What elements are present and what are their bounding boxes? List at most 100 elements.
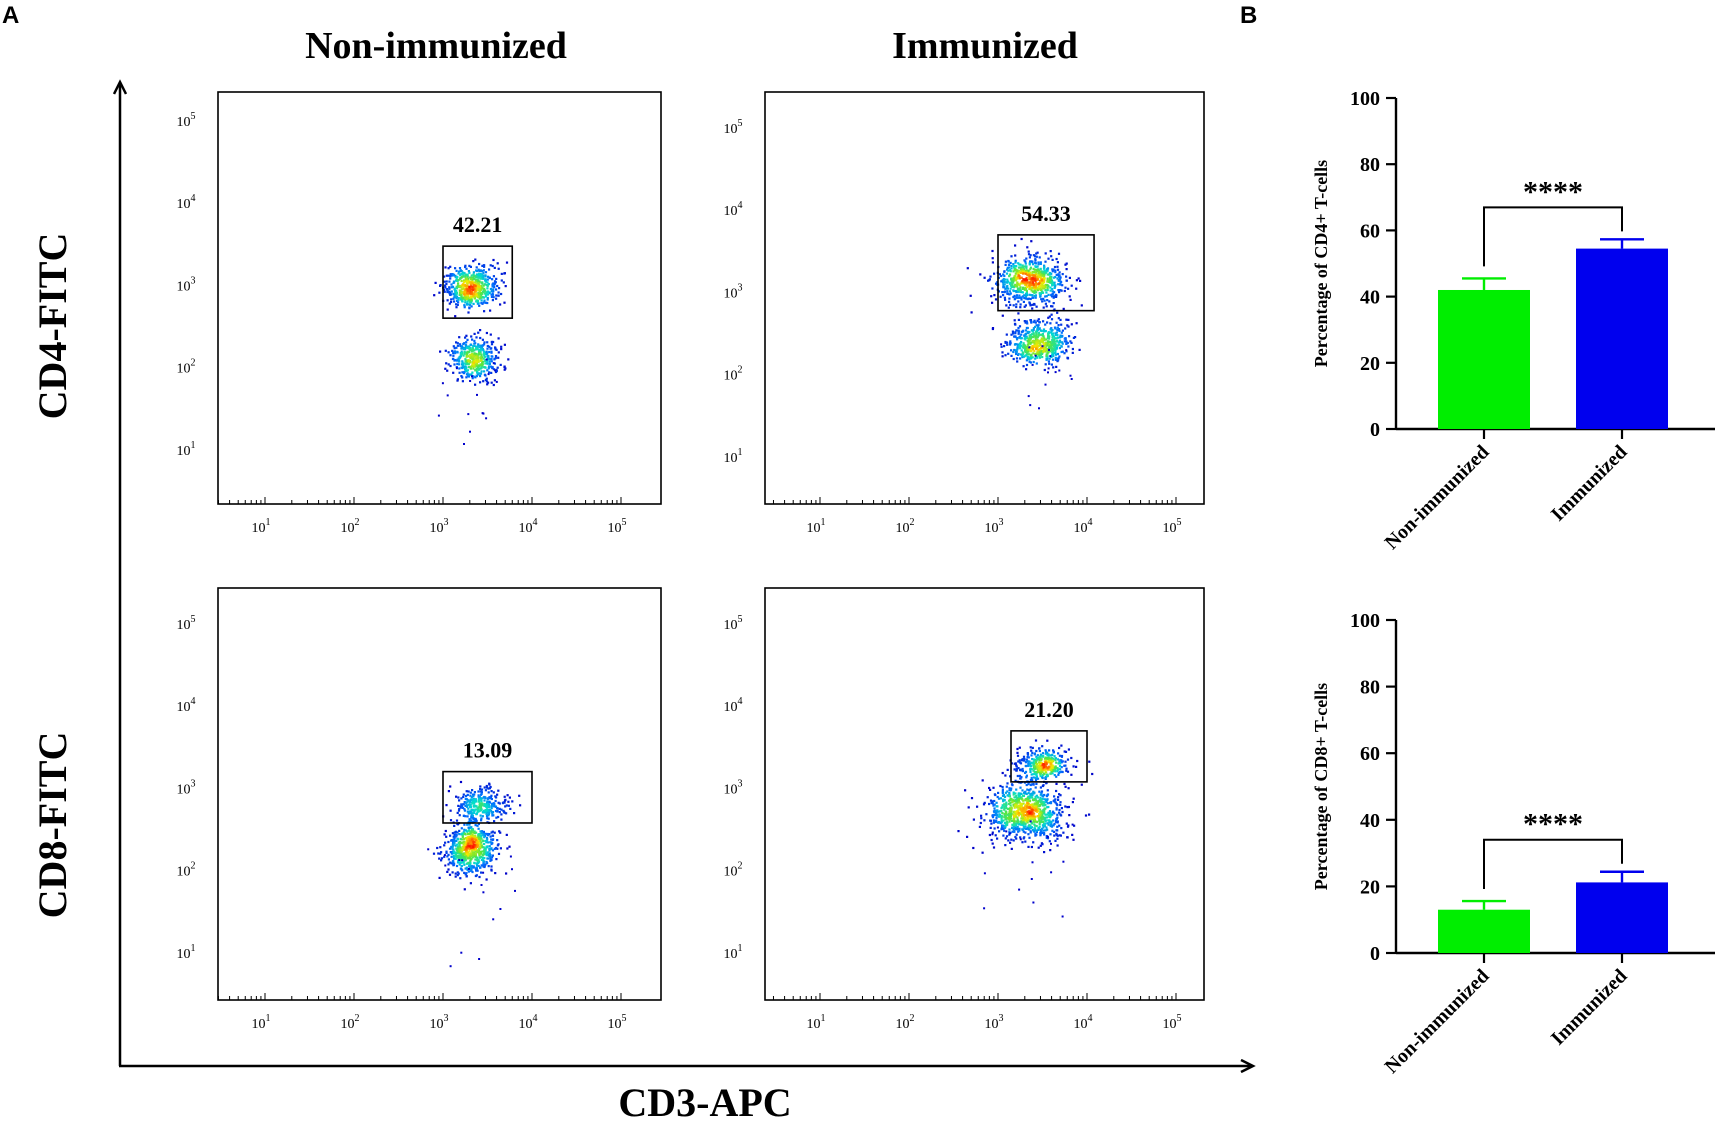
data-point-outlier bbox=[509, 855, 512, 858]
data-point bbox=[491, 264, 494, 268]
data-point bbox=[1045, 348, 1048, 351]
data-point bbox=[1036, 796, 1040, 799]
data-point bbox=[1064, 750, 1068, 753]
data-point bbox=[1041, 755, 1045, 758]
data-point-outlier bbox=[1048, 348, 1050, 351]
data-point bbox=[1011, 826, 1014, 829]
data-point bbox=[1049, 289, 1052, 292]
data-point bbox=[491, 802, 494, 805]
data-point bbox=[480, 841, 483, 844]
data-point bbox=[1028, 330, 1031, 334]
data-point bbox=[473, 277, 476, 280]
data-point bbox=[449, 834, 452, 837]
data-point bbox=[488, 787, 491, 790]
data-point bbox=[477, 368, 480, 371]
data-point bbox=[1012, 270, 1015, 273]
data-point bbox=[468, 818, 471, 821]
data-point bbox=[1044, 350, 1047, 353]
data-point bbox=[1061, 329, 1064, 332]
data-point bbox=[478, 352, 481, 355]
data-point bbox=[484, 832, 487, 835]
data-point bbox=[452, 861, 455, 864]
data-point bbox=[475, 356, 478, 359]
data-point bbox=[1050, 305, 1053, 308]
data-point bbox=[1036, 251, 1039, 254]
data-point bbox=[1043, 346, 1046, 350]
data-point bbox=[1043, 793, 1046, 797]
data-point bbox=[452, 854, 455, 857]
data-point bbox=[1037, 282, 1040, 285]
data-point bbox=[473, 290, 476, 293]
data-point bbox=[1034, 287, 1037, 290]
data-point bbox=[1021, 266, 1024, 269]
data-point bbox=[1015, 349, 1018, 352]
data-point bbox=[1002, 827, 1005, 830]
data-point bbox=[1050, 313, 1053, 316]
data-point bbox=[459, 856, 462, 859]
data-point bbox=[432, 852, 436, 855]
data-point bbox=[1039, 271, 1042, 274]
data-point bbox=[1004, 791, 1007, 794]
data-point bbox=[1023, 809, 1026, 812]
data-point bbox=[491, 812, 494, 815]
data-point bbox=[1032, 763, 1035, 766]
data-point bbox=[1076, 759, 1079, 763]
data-point bbox=[1048, 749, 1051, 752]
data-point bbox=[1059, 768, 1062, 771]
data-point bbox=[1038, 747, 1041, 750]
data-point bbox=[504, 285, 507, 288]
data-point bbox=[1042, 267, 1046, 270]
data-point bbox=[1022, 799, 1025, 802]
data-point bbox=[1002, 794, 1006, 797]
data-point bbox=[446, 855, 449, 858]
data-point bbox=[462, 793, 465, 796]
data-point bbox=[1061, 273, 1064, 276]
data-point bbox=[1044, 323, 1047, 326]
data-point bbox=[479, 336, 482, 340]
data-point bbox=[1025, 774, 1028, 777]
data-point-outlier bbox=[1062, 860, 1065, 863]
data-point bbox=[1056, 844, 1059, 847]
data-point bbox=[1025, 345, 1028, 348]
data-point bbox=[1045, 835, 1048, 838]
data-point bbox=[1002, 798, 1005, 801]
data-point bbox=[1042, 829, 1045, 832]
y-tick-label: 20 bbox=[1360, 876, 1380, 898]
data-point bbox=[1008, 807, 1012, 810]
data-point bbox=[470, 373, 473, 376]
data-point bbox=[447, 868, 450, 871]
data-point bbox=[1038, 756, 1041, 759]
data-point bbox=[986, 796, 989, 799]
data-point bbox=[1021, 264, 1024, 267]
data-point bbox=[478, 796, 481, 799]
data-point bbox=[1017, 804, 1020, 807]
data-point bbox=[1006, 343, 1009, 346]
data-point bbox=[1026, 322, 1029, 325]
data-point bbox=[483, 799, 486, 802]
data-point bbox=[480, 817, 483, 820]
data-point bbox=[1030, 754, 1033, 757]
data-point bbox=[454, 872, 457, 875]
gate-box bbox=[1010, 730, 1088, 783]
data-point bbox=[465, 830, 468, 833]
data-point bbox=[1000, 274, 1003, 278]
data-point bbox=[1018, 829, 1021, 832]
data-point bbox=[1057, 359, 1060, 362]
data-point bbox=[472, 843, 475, 846]
data-point bbox=[1039, 844, 1042, 847]
data-point bbox=[1022, 278, 1025, 281]
data-point bbox=[1050, 272, 1053, 275]
data-point bbox=[1051, 772, 1054, 775]
data-point bbox=[1047, 351, 1050, 354]
data-point bbox=[1024, 338, 1027, 341]
data-point bbox=[1068, 335, 1071, 338]
data-point bbox=[481, 857, 484, 860]
data-point bbox=[503, 343, 506, 346]
data-point bbox=[478, 856, 482, 859]
data-point bbox=[1057, 357, 1060, 360]
data-point bbox=[456, 811, 459, 814]
data-point bbox=[500, 813, 503, 816]
data-point bbox=[1025, 283, 1028, 286]
data-point bbox=[1088, 760, 1091, 763]
data-point bbox=[1035, 272, 1038, 276]
